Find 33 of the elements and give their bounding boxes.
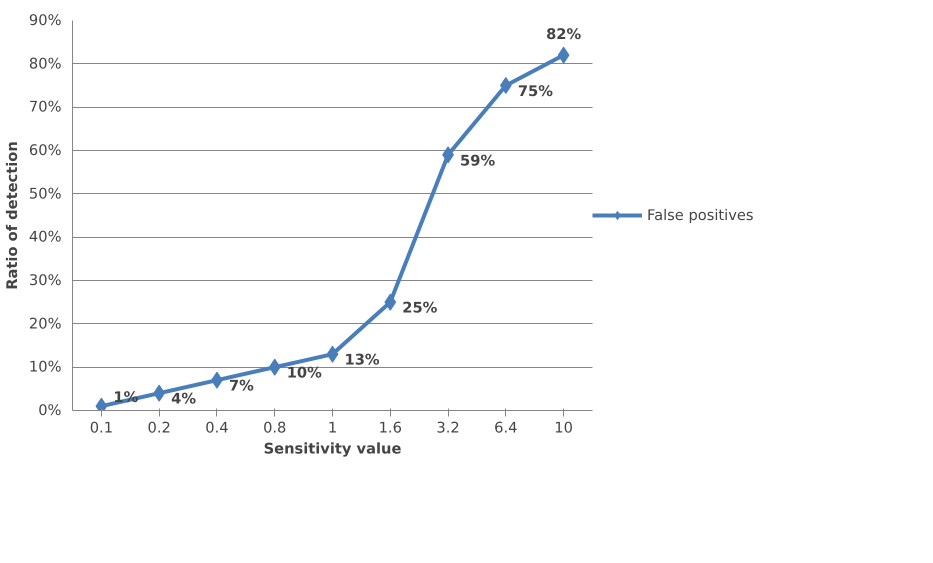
y-tick-label: 90% (28, 12, 62, 29)
data-label: 10% (286, 364, 322, 382)
x-tick-label: 10 (554, 420, 573, 436)
data-label: 4% (171, 390, 196, 408)
x-axis-title: Sensitivity value (264, 440, 402, 458)
y-tick-label: 70% (28, 98, 62, 116)
data-label: 59% (460, 152, 496, 170)
y-tick-label: 60% (28, 142, 62, 159)
y-tick-label: 50% (28, 185, 62, 202)
x-tick-label: 0.1 (90, 420, 114, 436)
point (268, 358, 281, 376)
x-tick-label: 1 (328, 420, 338, 436)
y-tick-label: 80% (28, 55, 62, 72)
y-tick-label: 40% (28, 228, 62, 246)
x-tick-label: 3.2 (436, 420, 460, 436)
x-tick-label: 0.8 (263, 420, 286, 436)
legend-label: False positives (647, 206, 754, 224)
point (384, 294, 396, 311)
point (500, 77, 512, 94)
data-label: 25% (402, 300, 438, 317)
data-label: 75% (518, 83, 554, 100)
data-label: 13% (344, 352, 380, 369)
y-tick-label: 30% (28, 272, 62, 289)
data-label: 7% (228, 378, 254, 395)
data-label: 82% (546, 26, 582, 44)
x-tick-label: 0.2 (148, 420, 171, 436)
x-tick-label: 0.4 (205, 420, 229, 436)
y-tick-label: 20% (28, 315, 62, 332)
y-axis-title: Ratio of detection (4, 141, 21, 290)
x-tick-label: 1.6 (378, 420, 402, 436)
x-tick-label: 6.4 (494, 420, 518, 436)
y-tick-label: 0% (38, 402, 62, 419)
y-tick-label: 10% (28, 358, 62, 376)
